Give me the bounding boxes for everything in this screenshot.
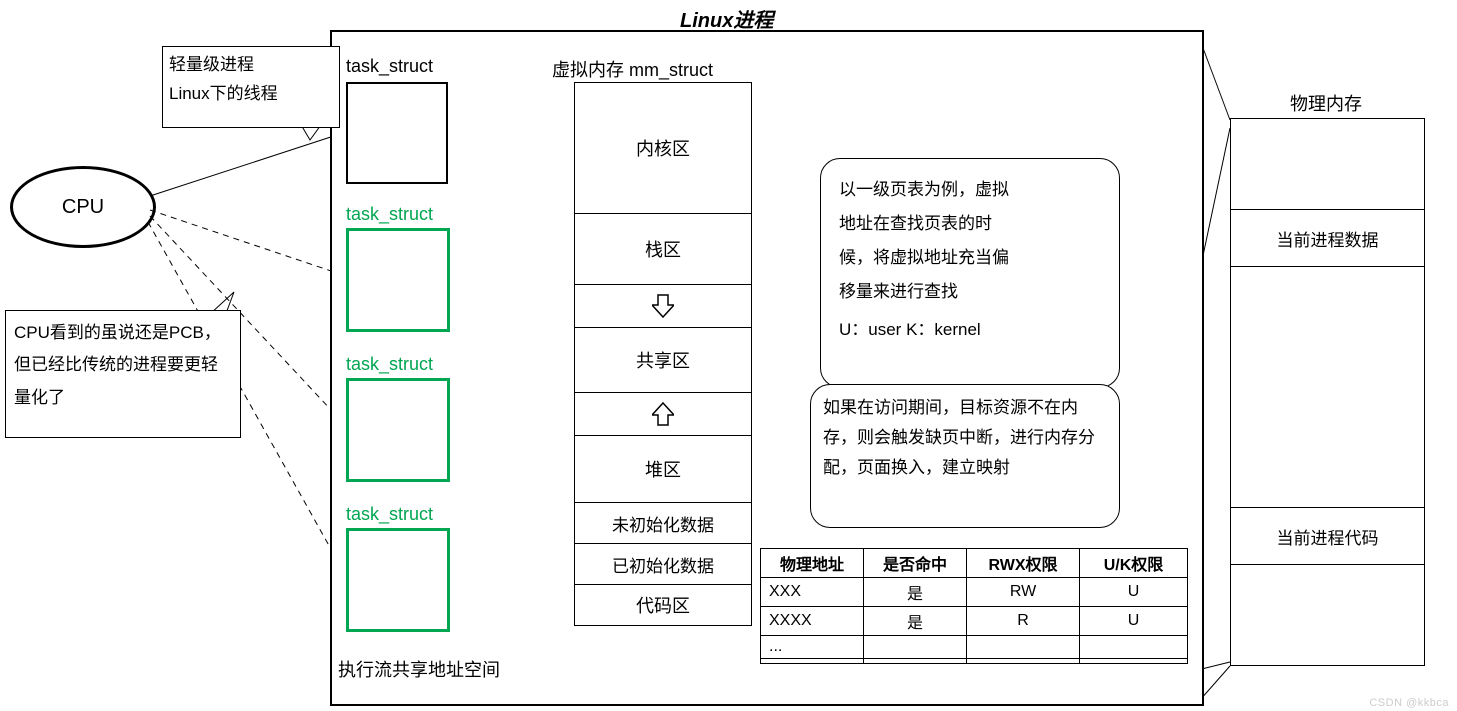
task-struct-green-label-3: task_struct bbox=[346, 504, 433, 525]
mm-struct: 内核区 栈区 共享区 堆区 未初始化数据 已初始化数据 代码区 bbox=[574, 82, 752, 626]
cpu-label: CPU bbox=[62, 196, 104, 219]
task-struct-label: task_struct bbox=[346, 56, 433, 77]
note1-l3: 候，将虚拟地址充当偏 bbox=[839, 241, 1101, 275]
cpu-note-text: CPU看到的虽说还是PCB，但已经比传统的进程要更轻量化了 bbox=[14, 323, 221, 407]
mem-stack-arrow bbox=[574, 285, 752, 328]
task-struct-black bbox=[346, 82, 448, 184]
task-struct-green-2 bbox=[346, 378, 450, 482]
cell bbox=[864, 636, 967, 659]
th-uk: U/K权限 bbox=[1080, 549, 1188, 578]
cpu-node: CPU bbox=[10, 166, 156, 248]
cell bbox=[967, 636, 1080, 659]
table-row: XXXX 是 R U bbox=[761, 607, 1188, 636]
table-row: ... bbox=[761, 636, 1188, 659]
mem-stack: 栈区 bbox=[574, 214, 752, 285]
cell bbox=[967, 659, 1080, 664]
mem-data: 已初始化数据 bbox=[574, 544, 752, 585]
page-note-2: 如果在访问期间，目标资源不在内存，则会触发缺页中断，进行内存分配，页面换入，建立… bbox=[810, 384, 1120, 528]
cpu-note-box: CPU看到的虽说还是PCB，但已经比传统的进程要更轻量化了 bbox=[5, 310, 241, 438]
lwp-line2: Linux下的线程 bbox=[169, 80, 333, 109]
lwp-callout: 轻量级进程 Linux下的线程 bbox=[162, 46, 340, 128]
cell: ... bbox=[761, 636, 864, 659]
phys-empty-2 bbox=[1230, 267, 1425, 508]
phys-data: 当前进程数据 bbox=[1230, 210, 1425, 267]
lwp-line1: 轻量级进程 bbox=[169, 51, 333, 80]
shared-space-label: 执行流共享地址空间 bbox=[338, 656, 500, 682]
task-struct-green-1 bbox=[346, 228, 450, 332]
task-struct-green-label-2: task_struct bbox=[346, 354, 433, 375]
mem-bss: 未初始化数据 bbox=[574, 503, 752, 544]
note1-l4: 移量来进行查找 bbox=[839, 275, 1101, 309]
mem-heap-arrow bbox=[574, 393, 752, 436]
th-phys: 物理地址 bbox=[761, 549, 864, 578]
page-table-table: 物理地址 是否命中 RWX权限 U/K权限 XXX 是 RW U XXXX 是 … bbox=[760, 548, 1188, 664]
note1-l2: 地址在查找页表的时 bbox=[839, 207, 1101, 241]
phys-empty-1 bbox=[1230, 118, 1425, 210]
table-row bbox=[761, 659, 1188, 664]
cell: 是 bbox=[864, 578, 967, 607]
cell bbox=[1080, 659, 1188, 664]
table-header-row: 物理地址 是否命中 RWX权限 U/K权限 bbox=[761, 549, 1188, 578]
mem-code: 代码区 bbox=[574, 585, 752, 626]
cell: XXXX bbox=[761, 607, 864, 636]
arrow-down-icon bbox=[652, 293, 674, 319]
mem-shared: 共享区 bbox=[574, 328, 752, 393]
cell bbox=[1080, 636, 1188, 659]
mem-heap: 堆区 bbox=[574, 436, 752, 503]
cell bbox=[864, 659, 967, 664]
phys-mem-box: 当前进程数据 当前进程代码 bbox=[1230, 118, 1425, 666]
th-rwx: RWX权限 bbox=[967, 549, 1080, 578]
phys-mem-title: 物理内存 bbox=[1290, 90, 1362, 116]
cell: U bbox=[1080, 607, 1188, 636]
cell bbox=[761, 659, 864, 664]
phys-empty-3 bbox=[1230, 565, 1425, 666]
task-struct-green-label-1: task_struct bbox=[346, 204, 433, 225]
cell: XXX bbox=[761, 578, 864, 607]
diagram-title: Linux进程 bbox=[680, 4, 773, 33]
note2-text: 如果在访问期间，目标资源不在内存，则会触发缺页中断，进行内存分配，页面换入，建立… bbox=[823, 398, 1095, 477]
cell: R bbox=[967, 607, 1080, 636]
task-struct-green-3 bbox=[346, 528, 450, 632]
cell: RW bbox=[967, 578, 1080, 607]
mm-struct-label: 虚拟内存 mm_struct bbox=[552, 56, 713, 82]
arrow-up-icon bbox=[652, 401, 674, 427]
mem-kernel: 内核区 bbox=[574, 82, 752, 214]
note1-l5: U：user K：kernel bbox=[839, 313, 1101, 347]
cell: U bbox=[1080, 578, 1188, 607]
cell: 是 bbox=[864, 607, 967, 636]
table-row: XXX 是 RW U bbox=[761, 578, 1188, 607]
watermark: CSDN @kkbca bbox=[1369, 697, 1449, 709]
page-table: 物理地址 是否命中 RWX权限 U/K权限 XXX 是 RW U XXXX 是 … bbox=[760, 548, 1188, 664]
note1-l1: 以一级页表为例，虚拟 bbox=[839, 173, 1101, 207]
phys-code: 当前进程代码 bbox=[1230, 508, 1425, 565]
th-hit: 是否命中 bbox=[864, 549, 967, 578]
page-note-1: 以一级页表为例，虚拟 地址在查找页表的时 候，将虚拟地址充当偏 移量来进行查找 … bbox=[820, 158, 1120, 388]
